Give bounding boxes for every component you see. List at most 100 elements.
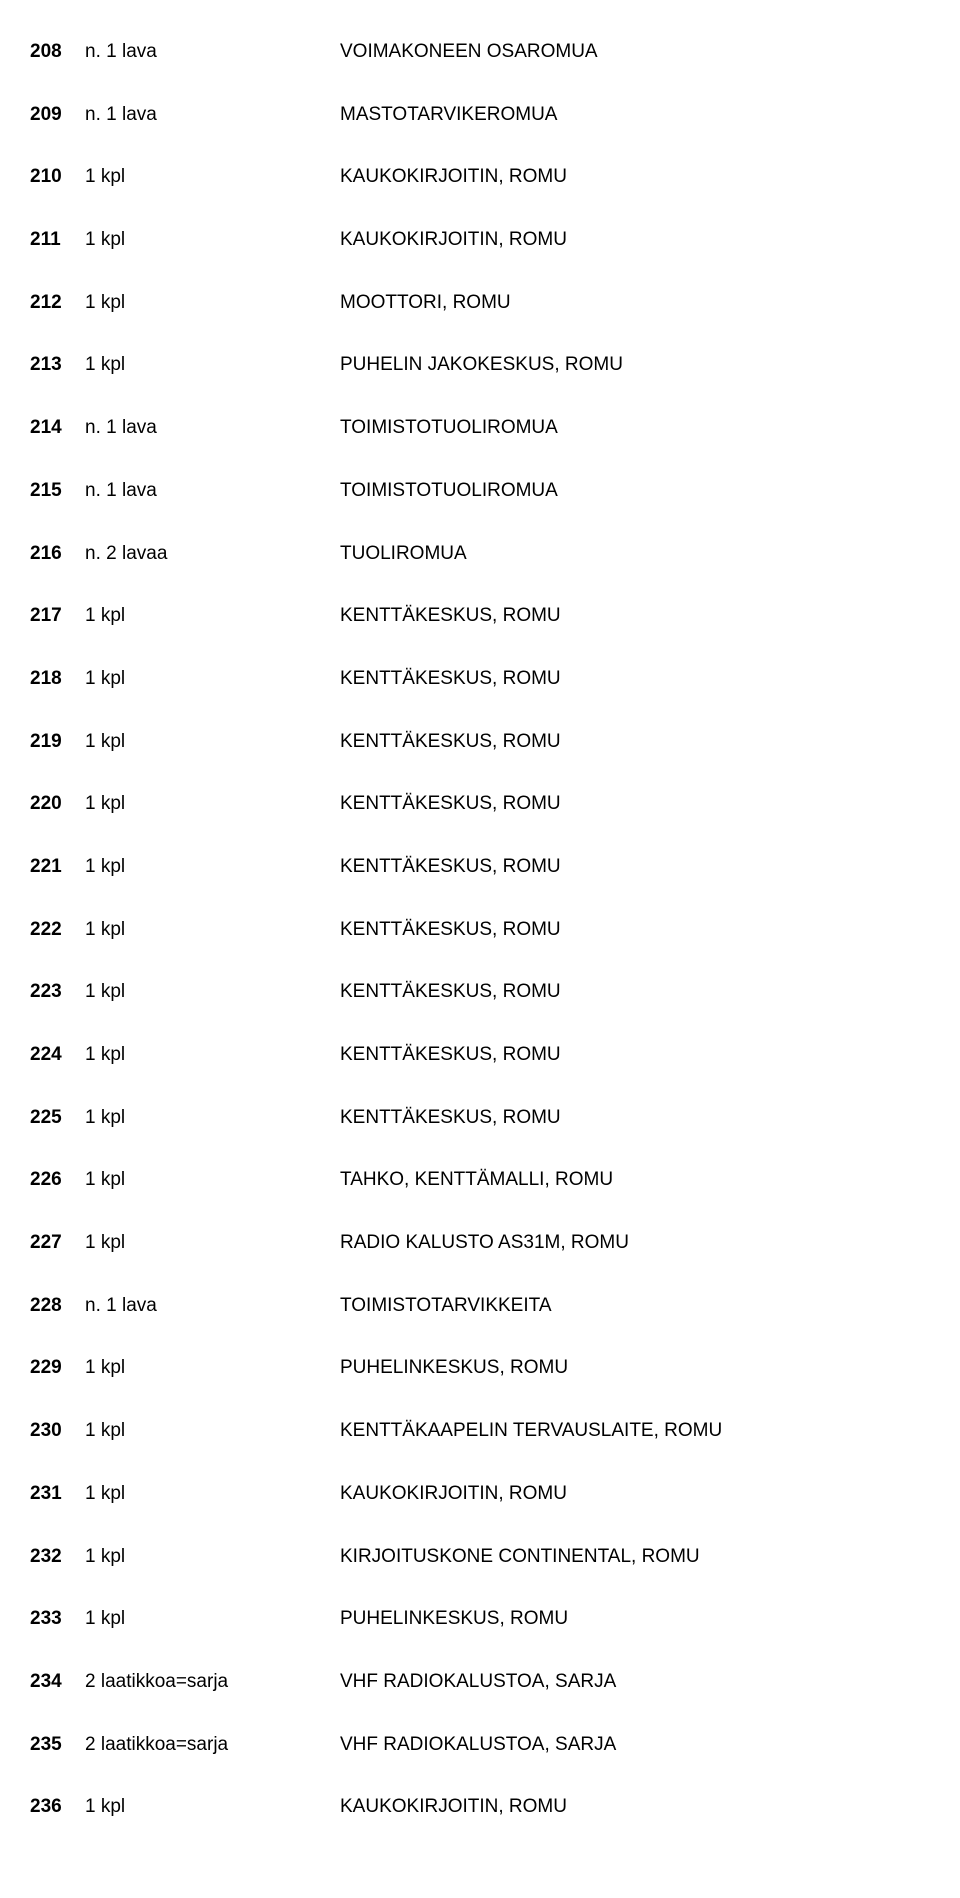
item-description: KAUKOKIRJOITIN, ROMU [340, 1482, 930, 1507]
item-number: 214 [30, 416, 85, 441]
item-number: 224 [30, 1043, 85, 1068]
item-description: TUOLIROMUA [340, 542, 930, 567]
item-description: VOIMAKONEEN OSAROMUA [340, 40, 930, 65]
item-description: PUHELINKESKUS, ROMU [340, 1607, 930, 1632]
item-description: KENTTÄKESKUS, ROMU [340, 792, 930, 817]
item-number: 215 [30, 479, 85, 504]
item-quantity: 1 kpl [85, 1231, 340, 1256]
item-quantity: 1 kpl [85, 165, 340, 190]
table-row: 2191 kplKENTTÄKESKUS, ROMU [30, 730, 930, 755]
item-number: 236 [30, 1795, 85, 1820]
item-number: 208 [30, 40, 85, 65]
item-description: RADIO KALUSTO AS31M, ROMU [340, 1231, 930, 1256]
item-description: KENTTÄKESKUS, ROMU [340, 604, 930, 629]
item-quantity: n. 1 lava [85, 416, 340, 441]
item-quantity: 1 kpl [85, 730, 340, 755]
item-quantity: 1 kpl [85, 1356, 340, 1381]
item-quantity: n. 1 lava [85, 1294, 340, 1319]
item-number: 209 [30, 103, 85, 128]
table-row: 2352 laatikkoa=sarjaVHF RADIOKALUSTOA, S… [30, 1733, 930, 1758]
table-row: 208n. 1 lavaVOIMAKONEEN OSAROMUA [30, 40, 930, 65]
item-description: KENTTÄKESKUS, ROMU [340, 1106, 930, 1131]
item-quantity: 1 kpl [85, 291, 340, 316]
item-description: TOIMISTOTUOLIROMUA [340, 479, 930, 504]
table-row: 2261 kplTAHKO, KENTTÄMALLI, ROMU [30, 1168, 930, 1193]
item-description: KAUKOKIRJOITIN, ROMU [340, 165, 930, 190]
item-description: TAHKO, KENTTÄMALLI, ROMU [340, 1168, 930, 1193]
item-quantity: n. 1 lava [85, 40, 340, 65]
table-row: 2101 kplKAUKOKIRJOITIN, ROMU [30, 165, 930, 190]
table-row: 2201 kplKENTTÄKESKUS, ROMU [30, 792, 930, 817]
item-description: KENTTÄKESKUS, ROMU [340, 730, 930, 755]
item-quantity: 1 kpl [85, 228, 340, 253]
item-number: 210 [30, 165, 85, 190]
item-description: PUHELIN JAKOKESKUS, ROMU [340, 353, 930, 378]
item-number: 230 [30, 1419, 85, 1444]
item-description: KENTTÄKAAPELIN TERVAUSLAITE, ROMU [340, 1419, 930, 1444]
item-quantity: n. 2 lavaa [85, 542, 340, 567]
table-row: 2361 kplKAUKOKIRJOITIN, ROMU [30, 1795, 930, 1820]
item-quantity: 1 kpl [85, 980, 340, 1005]
table-row: 2231 kplKENTTÄKESKUS, ROMU [30, 980, 930, 1005]
item-description: KAUKOKIRJOITIN, ROMU [340, 1795, 930, 1820]
item-description: KENTTÄKESKUS, ROMU [340, 667, 930, 692]
item-number: 218 [30, 667, 85, 692]
item-quantity: n. 1 lava [85, 103, 340, 128]
item-number: 226 [30, 1168, 85, 1193]
item-quantity: 2 laatikkoa=sarja [85, 1670, 340, 1695]
table-row: 2211 kplKENTTÄKESKUS, ROMU [30, 855, 930, 880]
item-quantity: n. 1 lava [85, 479, 340, 504]
item-number: 225 [30, 1106, 85, 1131]
item-description: TOIMISTOTARVIKKEITA [340, 1294, 930, 1319]
item-number: 234 [30, 1670, 85, 1695]
table-row: 2321 kplKIRJOITUSKONE CONTINENTAL, ROMU [30, 1545, 930, 1570]
item-quantity: 1 kpl [85, 604, 340, 629]
table-row: 2181 kplKENTTÄKESKUS, ROMU [30, 667, 930, 692]
item-quantity: 1 kpl [85, 1795, 340, 1820]
item-quantity: 1 kpl [85, 1482, 340, 1507]
item-quantity: 1 kpl [85, 1168, 340, 1193]
item-number: 228 [30, 1294, 85, 1319]
item-quantity: 1 kpl [85, 1419, 340, 1444]
item-number: 235 [30, 1733, 85, 1758]
item-number: 229 [30, 1356, 85, 1381]
table-row: 2221 kplKENTTÄKESKUS, ROMU [30, 918, 930, 943]
item-quantity: 1 kpl [85, 1043, 340, 1068]
item-description: VHF RADIOKALUSTOA, SARJA [340, 1670, 930, 1695]
item-number: 211 [30, 228, 85, 253]
item-quantity: 1 kpl [85, 792, 340, 817]
table-row: 2131 kplPUHELIN JAKOKESKUS, ROMU [30, 353, 930, 378]
table-row: 2311 kplKAUKOKIRJOITIN, ROMU [30, 1482, 930, 1507]
item-description: VHF RADIOKALUSTOA, SARJA [340, 1733, 930, 1758]
table-row: 216n. 2 lavaaTUOLIROMUA [30, 542, 930, 567]
item-number: 212 [30, 291, 85, 316]
item-number: 232 [30, 1545, 85, 1570]
table-row: 2271 kplRADIO KALUSTO AS31M, ROMU [30, 1231, 930, 1256]
item-quantity: 2 laatikkoa=sarja [85, 1733, 340, 1758]
table-row: 2251 kplKENTTÄKESKUS, ROMU [30, 1106, 930, 1131]
item-number: 221 [30, 855, 85, 880]
item-number: 216 [30, 542, 85, 567]
item-description: KIRJOITUSKONE CONTINENTAL, ROMU [340, 1545, 930, 1570]
table-row: 215n. 1 lavaTOIMISTOTUOLIROMUA [30, 479, 930, 504]
table-row: 2171 kplKENTTÄKESKUS, ROMU [30, 604, 930, 629]
table-row: 209n. 1 lavaMASTOTARVIKEROMUA [30, 103, 930, 128]
item-number: 220 [30, 792, 85, 817]
item-description: KENTTÄKESKUS, ROMU [340, 980, 930, 1005]
table-row: 214n. 1 lavaTOIMISTOTUOLIROMUA [30, 416, 930, 441]
item-quantity: 1 kpl [85, 353, 340, 378]
item-number: 223 [30, 980, 85, 1005]
item-number: 222 [30, 918, 85, 943]
item-quantity: 1 kpl [85, 1607, 340, 1632]
inventory-page: 208n. 1 lavaVOIMAKONEEN OSAROMUA209n. 1 … [0, 0, 960, 1898]
table-row: 2291 kplPUHELINKESKUS, ROMU [30, 1356, 930, 1381]
table-row: 228n. 1 lavaTOIMISTOTARVIKKEITA [30, 1294, 930, 1319]
table-row: 2111 kplKAUKOKIRJOITIN, ROMU [30, 228, 930, 253]
item-quantity: 1 kpl [85, 667, 340, 692]
table-row: 2301 kplKENTTÄKAAPELIN TERVAUSLAITE, ROM… [30, 1419, 930, 1444]
table-row: 2331 kplPUHELINKESKUS, ROMU [30, 1607, 930, 1632]
item-number: 227 [30, 1231, 85, 1256]
item-quantity: 1 kpl [85, 1106, 340, 1131]
item-description: KENTTÄKESKUS, ROMU [340, 918, 930, 943]
item-description: KENTTÄKESKUS, ROMU [340, 855, 930, 880]
